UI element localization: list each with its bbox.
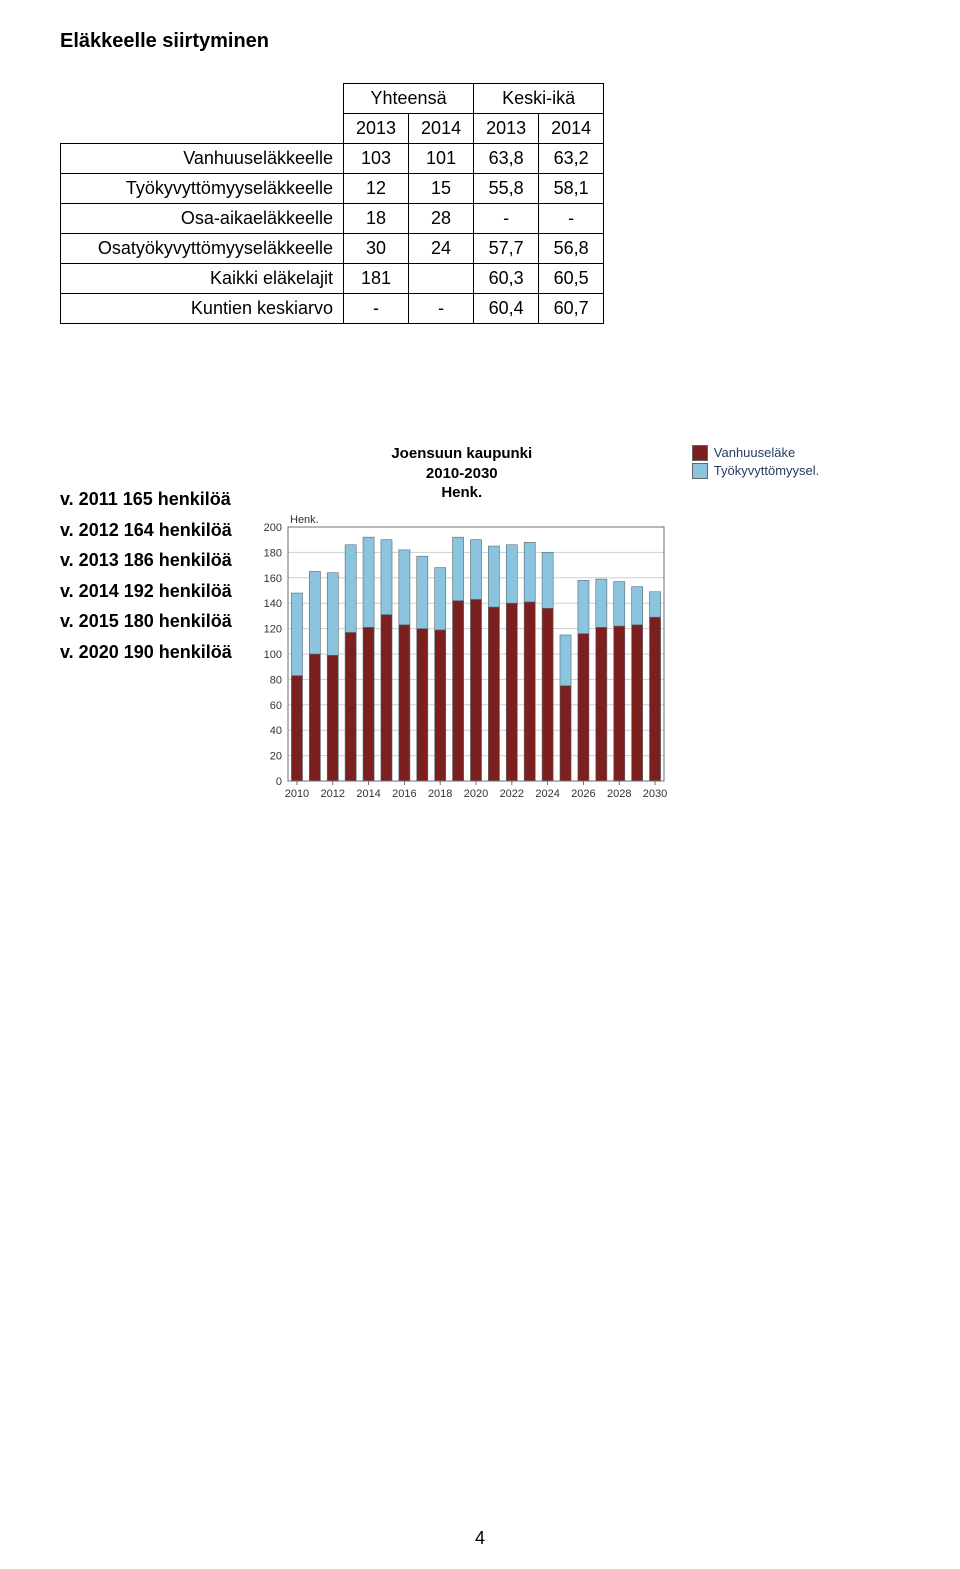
svg-text:2026: 2026 (571, 788, 595, 800)
year-summary-item: v. 2020 190 henkilöä (60, 637, 232, 668)
table-cell: - (409, 294, 474, 324)
chart-title-line: 2010-2030 (252, 464, 672, 484)
svg-text:120: 120 (263, 623, 281, 635)
svg-text:2024: 2024 (535, 788, 559, 800)
svg-text:2010: 2010 (284, 788, 308, 800)
svg-text:180: 180 (263, 547, 281, 559)
chart-legend: VanhuuseläkeTyökyvyttömyysel. (692, 444, 819, 480)
table-cell: 63,8 (474, 144, 539, 174)
table-cell: 63,2 (539, 144, 604, 174)
table-cell (409, 264, 474, 294)
table-row-label: Osatyökyvyttömyyseläkkeelle (61, 234, 344, 264)
table-cell: 58,1 (539, 174, 604, 204)
table-row-label: Kaikki eläkelajit (61, 264, 344, 294)
page-number: 4 (0, 1528, 960, 1549)
table-cell: 60,4 (474, 294, 539, 324)
svg-text:2028: 2028 (607, 788, 631, 800)
table-cell: - (474, 204, 539, 234)
svg-text:200: 200 (263, 522, 281, 534)
table-cell: - (539, 204, 604, 234)
table-cell: 56,8 (539, 234, 604, 264)
legend-item: Työkyvyttömyysel. (692, 462, 819, 480)
table-cell: 60,5 (539, 264, 604, 294)
year-summary-item: v. 2013 186 henkilöä (60, 545, 232, 576)
year-summary-item: v. 2015 180 henkilöä (60, 606, 232, 637)
table-row-label: Kuntien keskiarvo (61, 294, 344, 324)
col-year: 2013 (344, 114, 409, 144)
legend-label: Työkyvyttömyysel. (714, 462, 819, 480)
svg-text:2016: 2016 (392, 788, 416, 800)
table-row-label: Työkyvyttömyyseläkkeelle (61, 174, 344, 204)
table-cell: 24 (409, 234, 474, 264)
legend-item: Vanhuuseläke (692, 444, 819, 462)
year-summary-item: v. 2014 192 henkilöä (60, 576, 232, 607)
svg-text:20: 20 (270, 750, 282, 762)
table-row-label: Osa-aikaeläkkeelle (61, 204, 344, 234)
table-cell: 30 (344, 234, 409, 264)
col-group-avgage: Keski-ikä (474, 84, 604, 114)
year-summary-item: v. 2012 164 henkilöä (60, 515, 232, 546)
svg-text:80: 80 (270, 674, 282, 686)
pension-table: Yhteensä Keski-ikä 2013 2014 2013 2014 V… (60, 83, 604, 324)
col-year: 2014 (409, 114, 474, 144)
table-row-label: Vanhuuseläkkeelle (61, 144, 344, 174)
svg-text:2018: 2018 (428, 788, 452, 800)
year-summary-item: v. 2011 165 henkilöä (60, 484, 232, 515)
table-cell: 55,8 (474, 174, 539, 204)
col-year: 2014 (539, 114, 604, 144)
legend-label: Vanhuuseläke (714, 444, 795, 462)
svg-text:160: 160 (263, 572, 281, 584)
col-year: 2013 (474, 114, 539, 144)
table-cell: 181 (344, 264, 409, 294)
svg-text:60: 60 (270, 699, 282, 711)
page-title: Eläkkeelle siirtyminen (60, 30, 900, 53)
svg-text:140: 140 (263, 598, 281, 610)
legend-swatch-icon (692, 463, 708, 479)
chart-title-line: Henk. (252, 483, 672, 503)
table-cell: 12 (344, 174, 409, 204)
svg-text:Henk.: Henk. (290, 514, 319, 526)
svg-text:0: 0 (276, 776, 282, 788)
table-cell: 15 (409, 174, 474, 204)
chart-title-line: Joensuun kaupunki (252, 444, 672, 464)
svg-text:2030: 2030 (643, 788, 667, 800)
table-cell: 28 (409, 204, 474, 234)
table-cell: 60,7 (539, 294, 604, 324)
table-cell: - (344, 294, 409, 324)
svg-text:2020: 2020 (464, 788, 488, 800)
table-cell: 18 (344, 204, 409, 234)
year-summary-list: v. 2011 165 henkilöäv. 2012 164 henkilöä… (60, 484, 232, 668)
svg-text:2014: 2014 (356, 788, 380, 800)
svg-text:2012: 2012 (320, 788, 344, 800)
svg-text:40: 40 (270, 725, 282, 737)
table-cell: 103 (344, 144, 409, 174)
pension-forecast-chart: Joensuun kaupunki2010-2030Henk. 02040608… (252, 444, 672, 814)
table-cell: 101 (409, 144, 474, 174)
svg-text:100: 100 (263, 649, 281, 661)
svg-text:2022: 2022 (499, 788, 523, 800)
legend-swatch-icon (692, 445, 708, 461)
table-cell: 60,3 (474, 264, 539, 294)
col-group-total: Yhteensä (344, 84, 474, 114)
table-cell: 57,7 (474, 234, 539, 264)
